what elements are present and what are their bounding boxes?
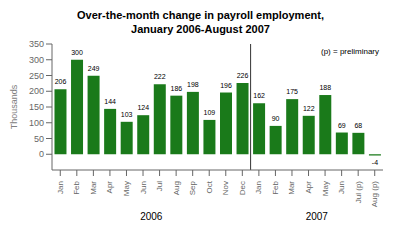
svg-text:300: 300 xyxy=(29,55,44,65)
svg-text:144: 144 xyxy=(104,98,116,105)
svg-text:124: 124 xyxy=(137,104,149,111)
svg-text:Aug (p): Aug (p) xyxy=(370,181,379,208)
svg-text:90: 90 xyxy=(272,115,280,122)
svg-text:Jan: Jan xyxy=(254,181,263,194)
svg-text:Jun: Jun xyxy=(139,181,148,194)
svg-text:May: May xyxy=(122,181,131,196)
svg-text:186: 186 xyxy=(170,85,182,92)
svg-text:0: 0 xyxy=(39,149,44,159)
svg-text:Nov: Nov xyxy=(221,181,230,195)
html-text:2006: 2006 xyxy=(140,211,163,222)
svg-text:122: 122 xyxy=(303,105,315,112)
svg-text:Mar: Mar xyxy=(287,181,296,195)
svg-text:Oct: Oct xyxy=(205,180,214,193)
svg-text:200: 200 xyxy=(29,86,44,96)
html-text:2007: 2007 xyxy=(305,211,328,222)
svg-text:249: 249 xyxy=(88,65,100,72)
svg-text:300: 300 xyxy=(71,49,83,56)
svg-text:175: 175 xyxy=(286,88,298,95)
svg-text:Feb: Feb xyxy=(271,180,280,194)
svg-text:350: 350 xyxy=(29,39,44,49)
svg-text:250: 250 xyxy=(29,71,44,81)
svg-text:150: 150 xyxy=(29,102,44,112)
html-text:(p) = preliminary: (p) = preliminary xyxy=(321,47,379,56)
svg-text:Aug: Aug xyxy=(172,181,181,195)
svg-text:188: 188 xyxy=(319,84,331,91)
svg-text:50: 50 xyxy=(34,134,44,144)
svg-text:Jan: Jan xyxy=(56,181,65,194)
svg-text:103: 103 xyxy=(121,111,133,118)
svg-text:Apr: Apr xyxy=(105,181,114,194)
svg-text:Jul: Jul xyxy=(155,181,164,191)
svg-text:Dec: Dec xyxy=(238,181,247,195)
svg-text:162: 162 xyxy=(253,92,265,99)
svg-text:Thousands: Thousands xyxy=(9,84,19,129)
svg-text:-4: -4 xyxy=(372,159,378,166)
svg-text:100: 100 xyxy=(29,118,44,128)
svg-text:69: 69 xyxy=(338,122,346,129)
svg-text:Jun: Jun xyxy=(337,181,346,194)
svg-text:Feb: Feb xyxy=(72,180,81,194)
svg-text:May: May xyxy=(321,181,330,196)
svg-text:198: 198 xyxy=(187,81,199,88)
svg-text:Mar: Mar xyxy=(89,181,98,195)
svg-text:109: 109 xyxy=(204,109,216,116)
svg-text:206: 206 xyxy=(55,78,67,85)
svg-text:222: 222 xyxy=(154,73,166,80)
svg-text:Sep: Sep xyxy=(188,180,197,195)
svg-text:Apr: Apr xyxy=(304,181,313,194)
svg-text:68: 68 xyxy=(354,122,362,129)
svg-text:196: 196 xyxy=(220,82,232,89)
html-text:Over-the-month change in payro: Over-the-month change in payroll employm… xyxy=(77,9,324,35)
svg-text:Jul (p): Jul (p) xyxy=(354,181,363,204)
svg-text:226: 226 xyxy=(237,72,249,79)
